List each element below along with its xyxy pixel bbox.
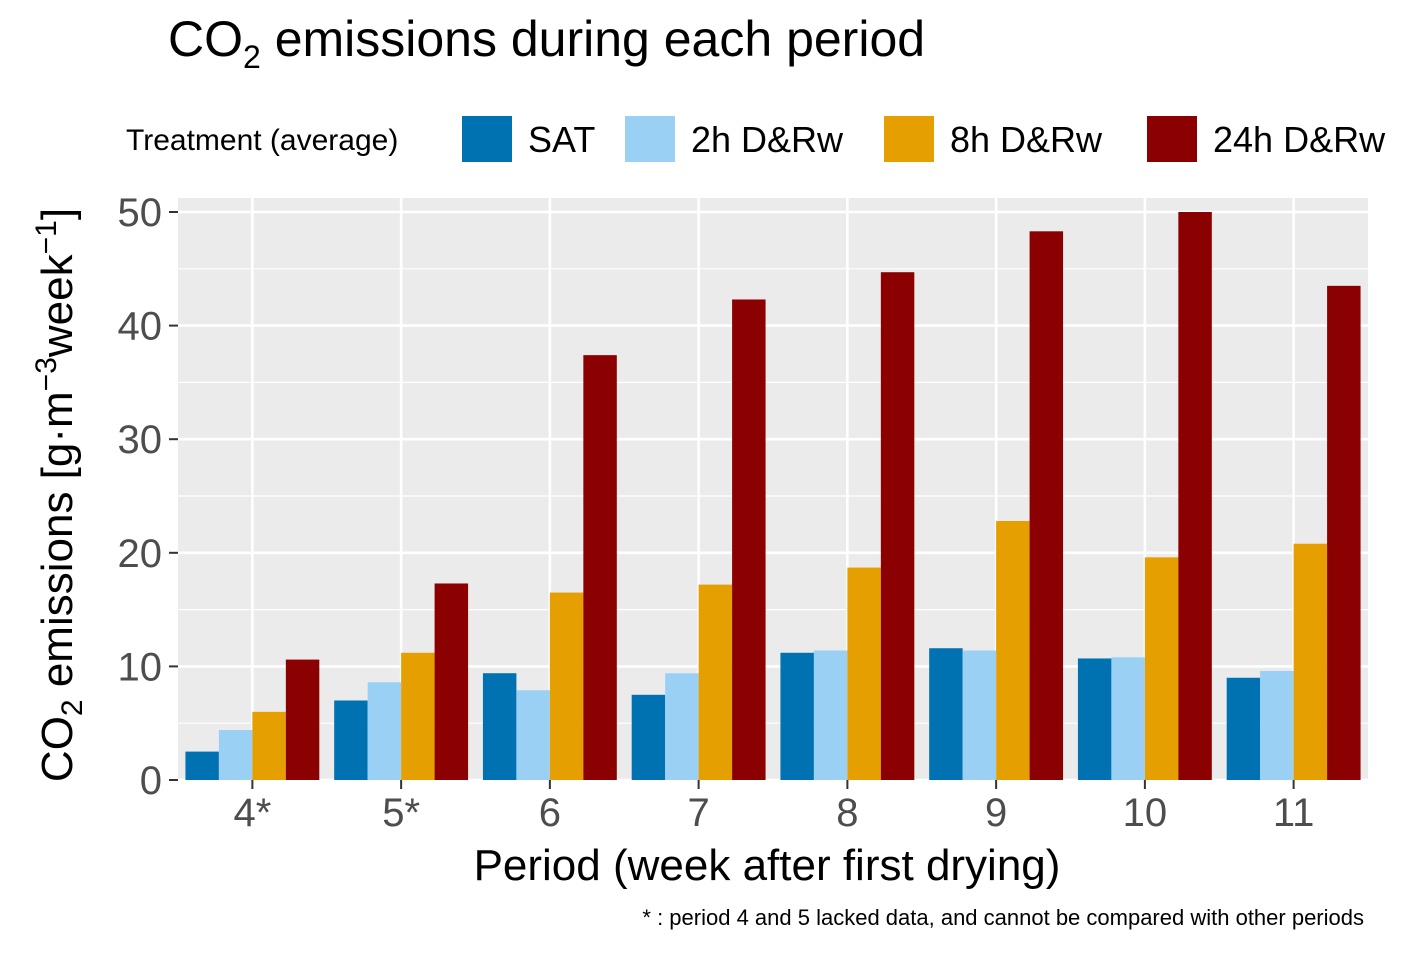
x-tick-label: 10 xyxy=(1123,791,1168,835)
bar-2h-d-rw-4 xyxy=(218,730,253,780)
bar-sat-8 xyxy=(780,652,814,780)
bar-24h-d-rw-6 xyxy=(583,355,617,780)
x-tick-label: 6 xyxy=(539,791,561,835)
legend: Treatment (average) SAT 2h D&Rw 8h D&Rw 24h… xyxy=(126,116,1386,162)
y-tick-label: 50 xyxy=(118,191,163,235)
x-tick-label: 9 xyxy=(985,791,1007,835)
chart-title: CO2 emissions during each period xyxy=(168,11,925,75)
legend-key-sat xyxy=(462,116,512,162)
x-tick-label: 8 xyxy=(836,791,858,835)
legend-label: SAT xyxy=(528,119,595,160)
bar-8h-d-rw-4 xyxy=(252,711,286,780)
x-axis: 4* 5* 6 7 8 9 10 11 xyxy=(233,780,1314,835)
bar-24h-d-rw-4 xyxy=(285,659,320,780)
bar-8h-d-rw-11 xyxy=(1293,543,1328,780)
y-tick-label: 0 xyxy=(140,759,162,803)
bar-2h-d-rw-11 xyxy=(1260,670,1294,780)
y-axis-label: CO2 emissions [g·m−3week−1] xyxy=(30,208,89,782)
footnote: * : period 4 and 5 lacked data, and cann… xyxy=(642,905,1364,930)
bar-2h-d-rw-9 xyxy=(962,650,997,780)
bar-8h-d-rw-5 xyxy=(401,652,435,780)
bar-8h-d-rw-10 xyxy=(1144,557,1179,780)
x-tick-label: 11 xyxy=(1273,791,1315,835)
y-tick-label: 40 xyxy=(118,305,163,349)
bar-2h-d-rw-5 xyxy=(367,682,402,780)
legend-key-24h-d-rw xyxy=(1147,116,1197,162)
y-tick-label: 20 xyxy=(118,532,163,576)
bars xyxy=(185,212,1361,780)
x-tick-label: 7 xyxy=(688,791,710,835)
y-axis: 0 10 20 30 40 50 xyxy=(118,191,178,803)
bar-24h-d-rw-9 xyxy=(1029,231,1064,780)
bar-24h-d-rw-11 xyxy=(1327,285,1361,780)
legend-title: Treatment (average) xyxy=(126,124,398,157)
legend-label: 2h D&Rw xyxy=(691,119,844,160)
bar-8h-d-rw-9 xyxy=(996,520,1030,780)
bar-sat-7 xyxy=(631,694,666,780)
legend-label: 8h D&Rw xyxy=(950,119,1103,160)
bar-8h-d-rw-8 xyxy=(847,567,881,780)
bar-24h-d-rw-5 xyxy=(434,583,469,780)
x-tick-label: 5* xyxy=(382,791,420,835)
x-tick-label: 4* xyxy=(233,791,271,835)
legend-label: 24h D&Rw xyxy=(1213,119,1386,160)
legend-key-8h-d-rw xyxy=(884,116,934,162)
bar-sat-4 xyxy=(185,751,219,780)
bar-sat-11 xyxy=(1226,677,1261,780)
bar-sat-5 xyxy=(334,700,368,780)
bar-2h-d-rw-10 xyxy=(1111,657,1145,780)
bar-sat-10 xyxy=(1077,658,1112,780)
bar-8h-d-rw-7 xyxy=(698,584,733,780)
bar-24h-d-rw-8 xyxy=(880,272,915,780)
bar-2h-d-rw-6 xyxy=(516,690,550,780)
legend-key-2h-d-rw xyxy=(625,116,675,162)
bar-24h-d-rw-7 xyxy=(732,299,766,780)
y-tick-label: 10 xyxy=(118,645,163,689)
bar-sat-6 xyxy=(482,673,517,780)
bar-sat-9 xyxy=(929,648,963,780)
bar-2h-d-rw-7 xyxy=(665,673,699,780)
x-axis-label: Period (week after first drying) xyxy=(474,841,1061,890)
y-tick-label: 30 xyxy=(118,418,163,462)
bar-24h-d-rw-10 xyxy=(1178,212,1212,780)
bar-2h-d-rw-8 xyxy=(813,650,848,780)
bar-8h-d-rw-6 xyxy=(549,592,584,780)
